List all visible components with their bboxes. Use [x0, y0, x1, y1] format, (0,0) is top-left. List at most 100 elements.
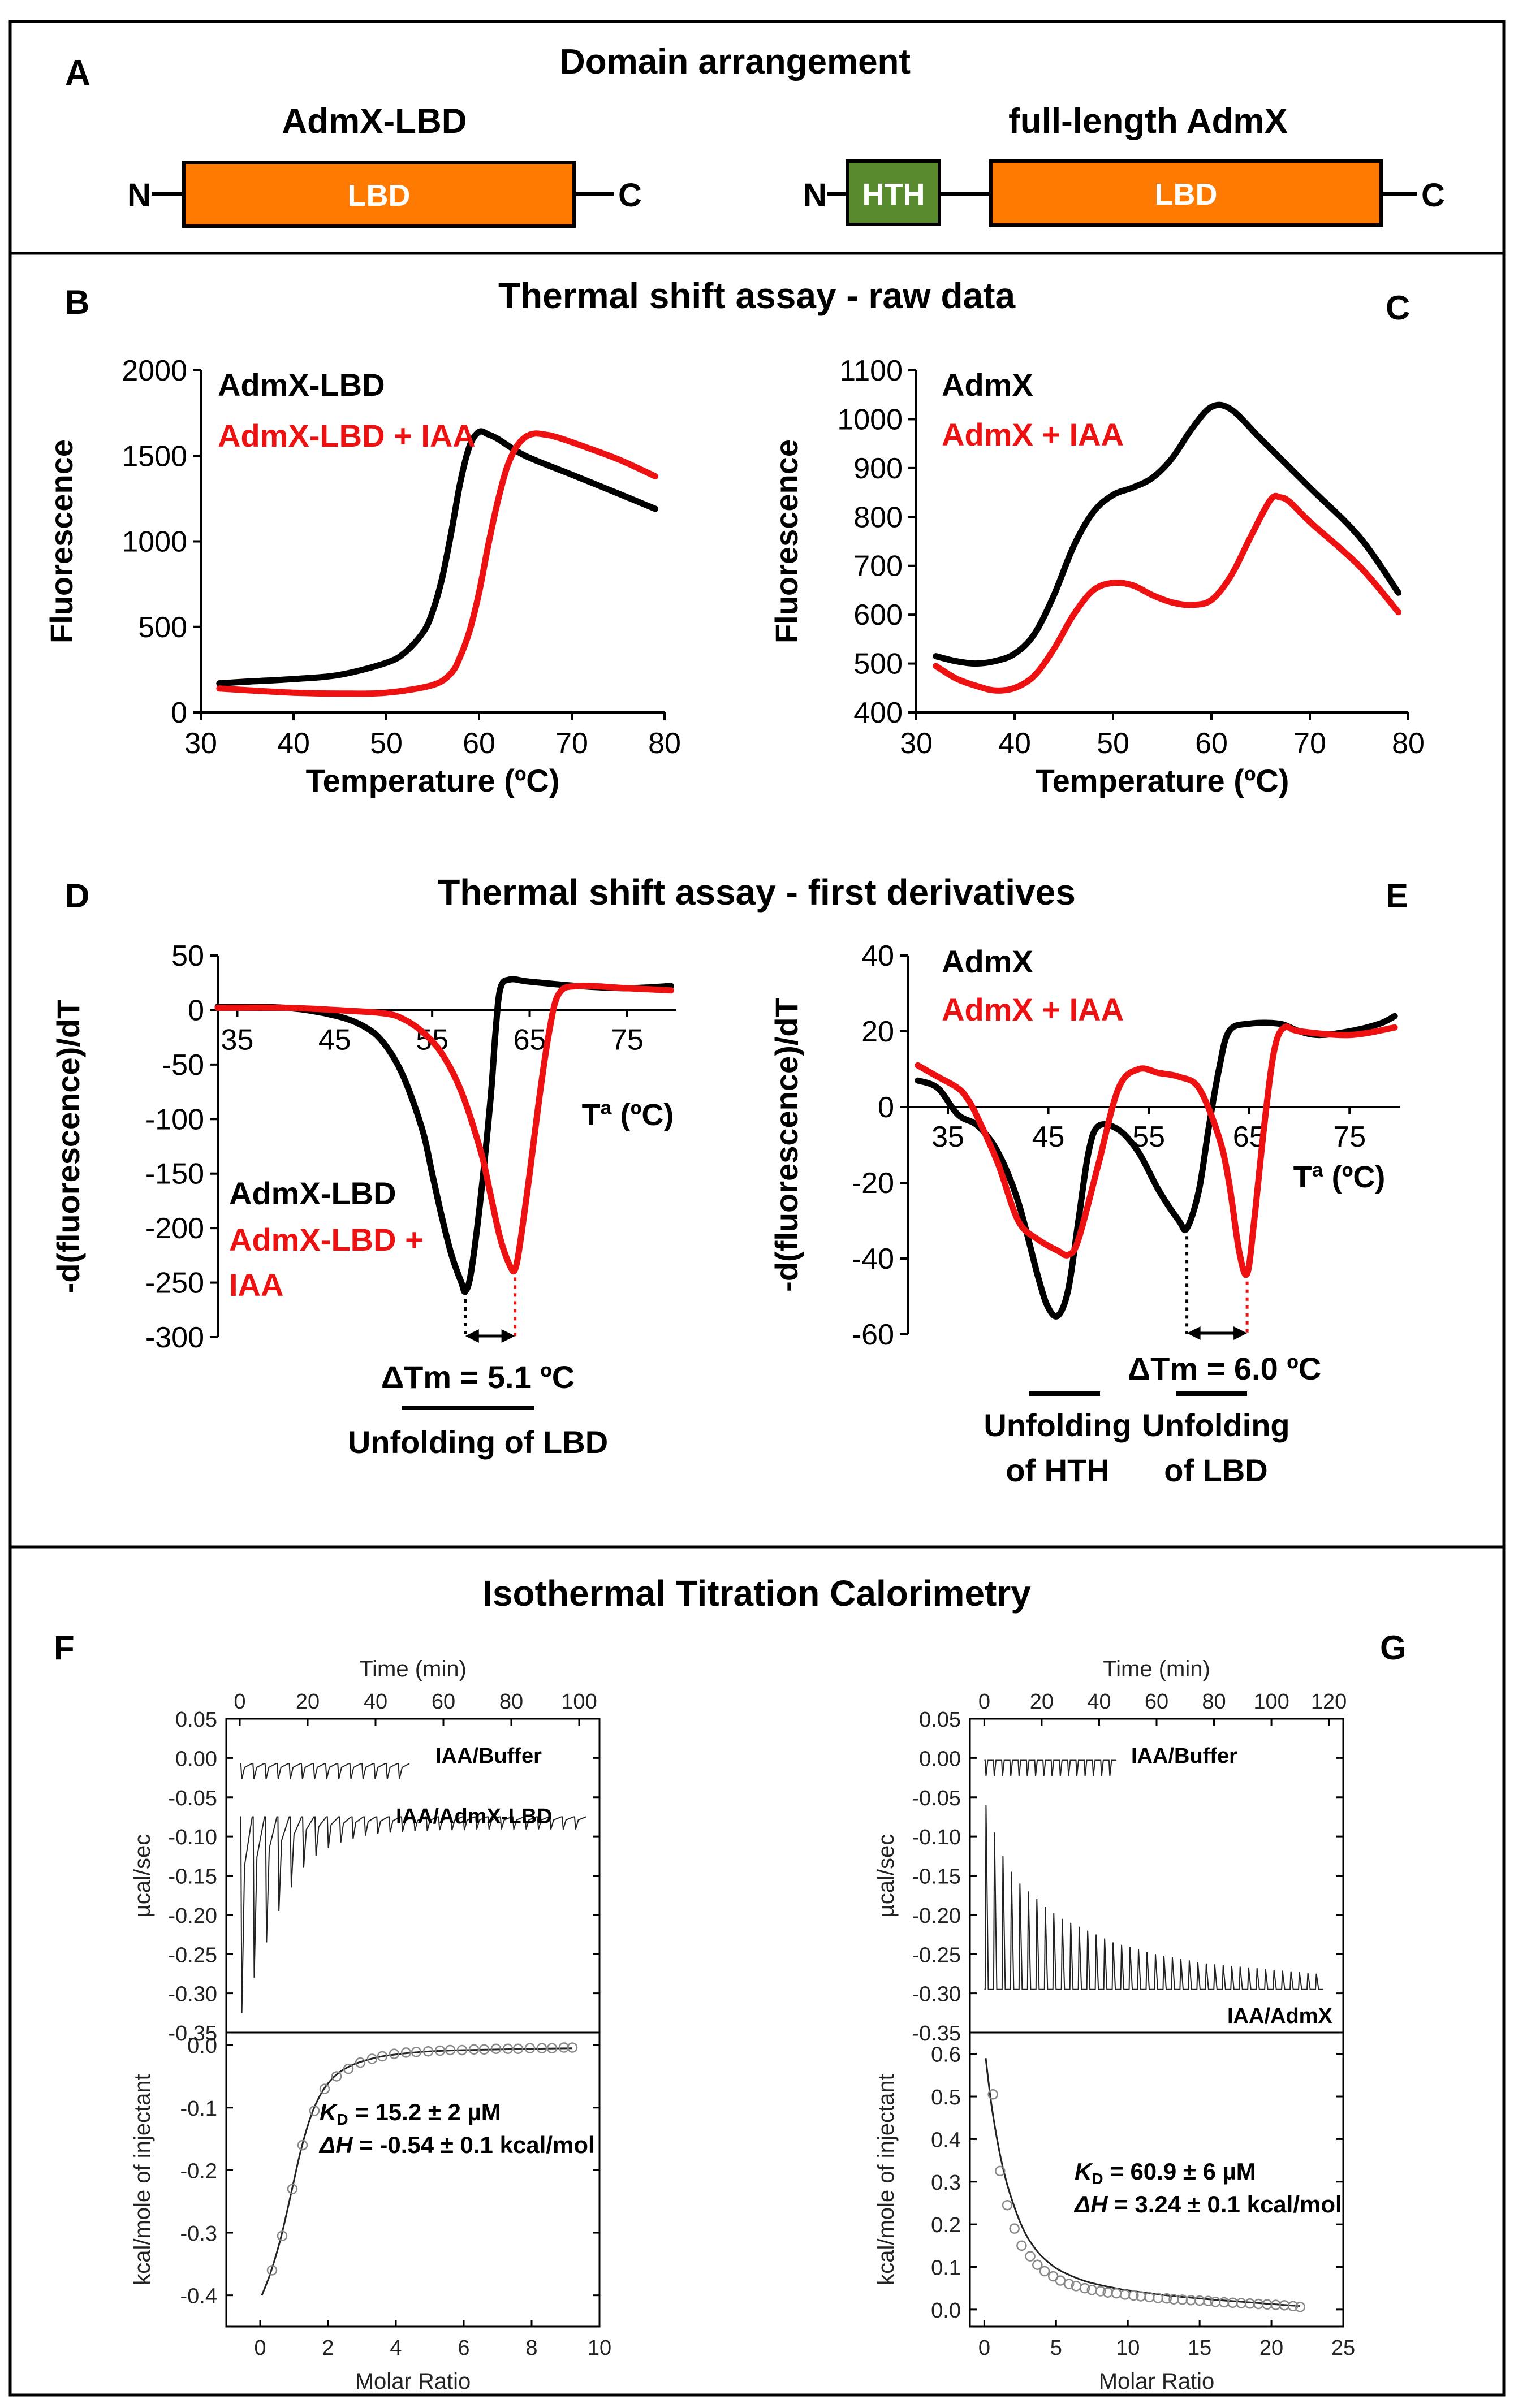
x-axis-label: Time (min): [359, 1657, 467, 1681]
y-tick-label: 0: [188, 994, 204, 1027]
x-tick-label: 80: [499, 1690, 523, 1714]
data-point: [1055, 2275, 1066, 2286]
y-tick-label: 0.05: [175, 1708, 217, 1732]
y-tick-label: -60: [852, 1318, 894, 1351]
derivatives-title: Thermal shift assay - first derivatives: [438, 872, 1076, 913]
y-tick-label: 0.2: [931, 2214, 961, 2237]
x-tick-label: 80: [1202, 1690, 1226, 1714]
full-construct-name: full-length AdmX: [1008, 102, 1288, 141]
lbd-domain-label: LBD: [348, 179, 411, 213]
x-tick-label: 20: [1030, 1690, 1054, 1714]
y-tick-label: -150: [145, 1158, 204, 1191]
thermogram-iaa-buffer: [984, 1759, 1116, 1776]
series-line-admx-lbd-iaa: [214, 983, 674, 1275]
y-axis-label: µcal/sec: [130, 1834, 155, 1918]
y-tick-label: 400: [853, 697, 903, 729]
x-axis-label: Tª (ºC): [1293, 1160, 1386, 1194]
dh-symbol: ΔH: [318, 2132, 353, 2158]
x-tick-label: 0: [254, 2336, 266, 2360]
y-axis-label: -d(fluorescence)/dT: [769, 998, 804, 1292]
x-tick-label: 75: [611, 1023, 644, 1056]
x-tick-label: 60: [1195, 727, 1228, 760]
delta-tm-arrowhead-right: [501, 1329, 515, 1343]
legend-entry-admx-iaa: AdmX + IAA: [942, 992, 1124, 1027]
data-point: [1032, 2259, 1043, 2270]
y-tick-label: -40: [852, 1243, 894, 1276]
dh-symbol: ΔH: [1073, 2191, 1108, 2217]
y-tick-label: -300: [145, 1321, 204, 1354]
x-tick-label: 60: [463, 727, 495, 760]
data-point: [1194, 2295, 1205, 2306]
data-point: [422, 2046, 434, 2057]
series-line-admx: [933, 401, 1402, 667]
data-point: [445, 2044, 456, 2056]
x-tick-label: 40: [277, 727, 310, 760]
x-tick-label: 5: [1050, 2336, 1062, 2360]
kd-label: KD = 60.9 ± 6 µM: [1075, 2158, 1256, 2187]
panel-a-title: Domain arrangement: [560, 42, 911, 81]
data-point: [456, 2044, 468, 2056]
unfolding-lbd-label-1: Unfolding: [1142, 1407, 1289, 1443]
lbd-construct-name: AdmX-LBD: [282, 102, 467, 141]
data-point: [1025, 2251, 1036, 2262]
thermogram-iaa-buffer: [240, 1763, 410, 1780]
data-point: [512, 2043, 524, 2055]
y-tick-label: -0.4: [180, 2285, 217, 2308]
kd-symbol: K: [1075, 2158, 1093, 2185]
fit-curve: [261, 2047, 573, 2296]
y-tick-label: 1000: [122, 526, 187, 559]
chart-g: G-0.35-0.30-0.25-0.20-0.15-0.10-0.050.00…: [874, 1629, 1407, 2394]
data-point: [1016, 2240, 1027, 2251]
dh-value: = 3.24 ± 0.1 kcal/mol: [1108, 2191, 1342, 2217]
y-tick-label: 1500: [122, 440, 187, 473]
x-tick-label: 40: [1087, 1690, 1111, 1714]
x-tick-label: 50: [1097, 727, 1129, 760]
y-axis-label: -d(fluorescence)/dT: [50, 1000, 86, 1294]
full-c-terminus: C: [1421, 177, 1445, 214]
dh-label: ΔH = -0.54 ± 0.1 kcal/mol: [318, 2132, 595, 2158]
data-point: [502, 2043, 514, 2055]
panel-letter-g: G: [1380, 1629, 1407, 1667]
panel-letter-c: C: [1386, 289, 1410, 327]
label-iaa-buffer: IAA/Buffer: [1131, 1744, 1237, 1768]
raw-data-title: Thermal shift assay - raw data: [498, 275, 1016, 316]
data-point: [434, 2045, 446, 2056]
y-tick-label: -0.25: [168, 1943, 217, 1967]
hth-domain-label: HTH: [862, 178, 925, 211]
data-point: [536, 2043, 547, 2053]
thermogram-iaa-admx: [984, 1805, 1323, 1990]
data-point: [478, 2044, 490, 2055]
x-tick-label: 80: [648, 727, 681, 760]
x-tick-label: 80: [1392, 727, 1425, 760]
y-tick-label: -0.2: [180, 2159, 217, 2183]
y-tick-label: 0.05: [919, 1708, 961, 1732]
data-point: [377, 2051, 388, 2062]
unfolding-lbd-label: Unfolding of LBD: [348, 1424, 608, 1460]
y-tick-label: -0.15: [168, 1865, 217, 1889]
unfolding-hth-label-2: of HTH: [1006, 1452, 1110, 1488]
y-tick-label: -0.20: [168, 1904, 217, 1928]
data-point: [331, 2071, 342, 2082]
x-tick-label: 50: [370, 727, 403, 760]
label-iaa-admx-lbd: IAA/AdmX-LBD: [396, 1805, 553, 1828]
dh-value: = -0.54 ± 0.1 kcal/mol: [353, 2132, 595, 2158]
y-tick-label: 0.00: [919, 1747, 961, 1771]
data-point: [1219, 2297, 1230, 2308]
x-tick-label: 8: [525, 2336, 537, 2360]
y-tick-label: 0.00: [175, 1747, 217, 1771]
y-tick-label: -0.20: [912, 1904, 961, 1928]
x-tick-label: 65: [514, 1023, 546, 1056]
data-point: [1287, 2301, 1299, 2312]
legend-entry-admx: AdmX: [942, 944, 1033, 979]
data-point: [1244, 2298, 1256, 2309]
legend-entry-admx-lbd: AdmX-LBD: [218, 367, 385, 403]
data-point: [987, 2089, 998, 2100]
data-point: [297, 2139, 308, 2151]
y-tick-label: 700: [853, 550, 903, 583]
y-tick-label: 0: [878, 1091, 894, 1124]
y-tick-label: -0.05: [168, 1787, 217, 1810]
x-tick-label: 25: [1331, 2336, 1355, 2360]
x-tick-label: 35: [221, 1023, 254, 1056]
